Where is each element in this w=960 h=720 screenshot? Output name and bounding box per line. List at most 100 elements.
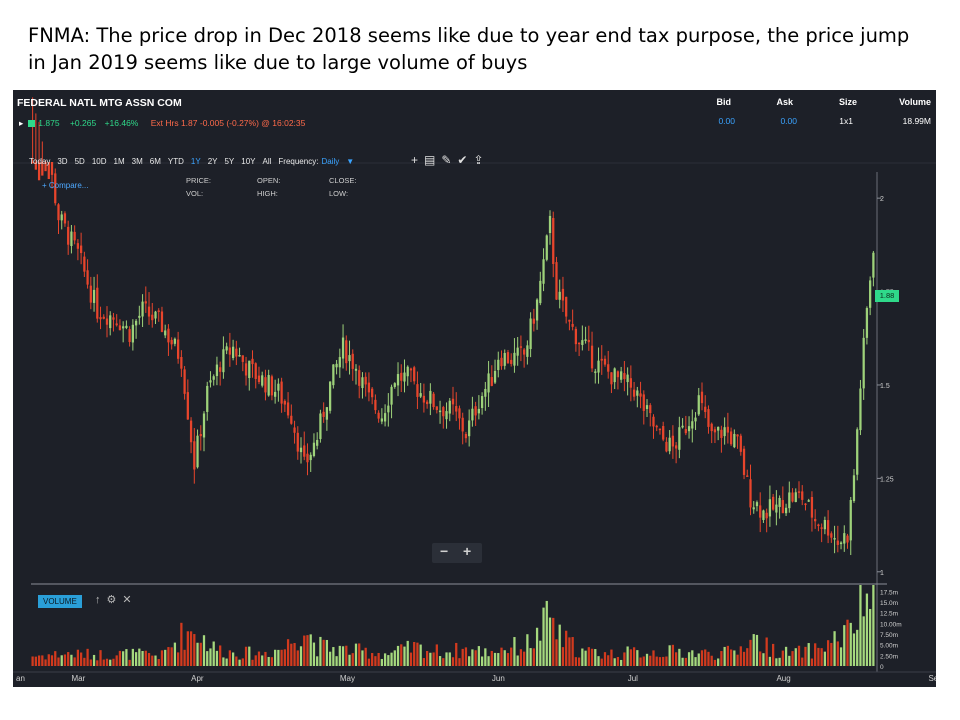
share-icon[interactable]: ⇪ (473, 153, 490, 167)
volume-bar (212, 641, 215, 666)
volume-tick-label: 0 (880, 664, 884, 671)
volume-bar (377, 652, 380, 666)
volume-bar (451, 657, 455, 666)
volume-bar (138, 648, 141, 666)
range-10y[interactable]: 10Y (241, 157, 256, 166)
volume-bar (283, 649, 286, 666)
candle-body (765, 512, 768, 519)
range-10d[interactable]: 10D (91, 157, 107, 166)
candle-body (823, 519, 827, 530)
volume-bar (380, 658, 383, 666)
crosshair-icon[interactable]: + (411, 153, 425, 167)
candle-body (493, 370, 497, 383)
volume-bar (403, 646, 406, 666)
volume-bar (603, 652, 607, 666)
candle-body (801, 491, 804, 500)
candle-body (186, 392, 189, 420)
range-5d[interactable]: 5D (74, 157, 85, 166)
candle-body (852, 475, 856, 502)
candle-body (396, 374, 400, 386)
zoom-out-button[interactable]: − (440, 543, 449, 559)
arrow-up-icon[interactable]: ↑ (95, 594, 107, 606)
volume-bar (704, 649, 707, 666)
candle-body (303, 445, 306, 457)
candle-body (70, 231, 73, 247)
zoom-in-button[interactable]: + (463, 543, 472, 559)
check-icon[interactable]: ✔ (457, 153, 474, 167)
gear-icon[interactable]: ⚙ (106, 594, 123, 606)
volume-bar (134, 652, 138, 666)
volume-bar (34, 656, 37, 666)
range-2y[interactable]: 2Y (207, 157, 218, 166)
volume-bar (762, 653, 765, 666)
chevron-down-icon[interactable]: ▼ (346, 157, 355, 166)
volume-bar (794, 648, 797, 666)
volume-bar (739, 646, 742, 666)
range-today[interactable]: Today (29, 157, 51, 166)
volume-bar (371, 653, 374, 666)
expand-arrow-icon[interactable]: ▸ (19, 118, 24, 128)
volume-bar (807, 643, 810, 666)
volume-bar (387, 655, 390, 666)
price-tick-label: 1.25 (880, 476, 894, 483)
info-high: HIGH: (257, 189, 278, 198)
candle-body (416, 384, 419, 397)
volume-bar (383, 653, 387, 666)
volume-bar (455, 642, 458, 666)
candle-body (164, 330, 167, 336)
volume-bar (804, 646, 807, 666)
volume-bar (856, 629, 859, 666)
frequency-label: Frequency: (278, 157, 319, 166)
volume-bar (535, 627, 539, 666)
candle-body (859, 388, 862, 431)
candle-body (99, 317, 102, 320)
volume-bar (477, 646, 481, 666)
compare-button[interactable]: + Compare... (42, 181, 89, 190)
size-header: Size (838, 97, 857, 107)
range-all[interactable]: All (262, 157, 272, 166)
candle-body (691, 421, 694, 429)
volume-label: VOLUME (38, 595, 82, 608)
candle-body (131, 324, 134, 343)
candle-body (807, 500, 810, 502)
close-icon[interactable]: ✕ (122, 594, 138, 606)
volume-bar (299, 646, 303, 666)
volume-bar (445, 652, 448, 666)
candle-body (47, 162, 50, 180)
draw-icon[interactable]: ✎ (441, 153, 458, 167)
candle-body (212, 376, 215, 380)
candle-body (545, 235, 548, 260)
candle-body (102, 316, 105, 319)
volume-bar (37, 655, 41, 666)
range-3m[interactable]: 3M (131, 157, 143, 166)
tool-icons: +▤✎✔⇪ (411, 153, 490, 167)
candle-body (316, 439, 319, 446)
frequency-select[interactable]: Daily (321, 157, 340, 166)
volume-bar (623, 652, 626, 666)
volume-bar (626, 646, 629, 666)
annotate-icon[interactable]: ▤ (424, 153, 442, 167)
range-1y[interactable]: 1Y (190, 157, 201, 166)
candle-body (523, 349, 526, 355)
candle-body (707, 409, 710, 427)
volume-bar (526, 634, 529, 666)
candle-body (286, 402, 290, 416)
candle-body (406, 366, 409, 377)
range-3d[interactable]: 3D (57, 157, 68, 166)
volume-bar (309, 634, 312, 666)
volume-bar (147, 653, 151, 666)
range-5y[interactable]: 5Y (224, 157, 235, 166)
volume-bar (755, 634, 759, 666)
candle-body (183, 369, 186, 394)
volume-bar (345, 645, 348, 666)
candle-body (674, 445, 678, 449)
range-1m[interactable]: 1M (113, 157, 125, 166)
price-chart-svg[interactable]: 11.251.51.75217.5m15.0m12.5m10.00m7.50m5… (13, 90, 936, 687)
range-6m[interactable]: 6M (149, 157, 161, 166)
volume-bar (639, 657, 642, 666)
volume-bar (306, 635, 309, 666)
range-ytd[interactable]: YTD (167, 157, 184, 166)
volume-bar (60, 655, 63, 666)
candle-body (354, 368, 358, 371)
candle-body (403, 372, 406, 382)
